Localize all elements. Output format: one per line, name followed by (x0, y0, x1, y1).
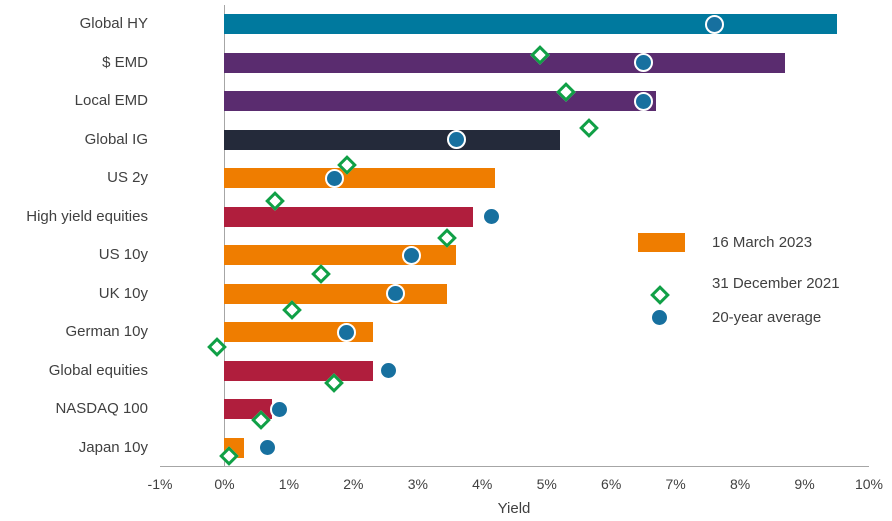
circle-marker-japan-10y (258, 438, 278, 458)
x-tick-10: 10% (854, 476, 884, 492)
circle-marker-local-emd (633, 91, 653, 111)
circle-marker-us-2y (324, 168, 344, 188)
category-label-us-10y: US 10y (98, 246, 148, 264)
bar-global-hy (224, 14, 837, 35)
legend-diamond-outline-icon (650, 285, 670, 305)
category-label-local-emd: Local EMD (74, 92, 148, 110)
category-label-japan-10y: Japan 10y (78, 438, 148, 456)
x-tick-8: 8% (729, 476, 751, 492)
category-label-global-equities: Global equities (48, 361, 148, 379)
circle-marker-global-ig (446, 130, 466, 150)
bar-us-10y (224, 245, 457, 266)
legend-label-march-2023: 16 March 2023 (712, 234, 813, 251)
x-axis-title: Yield (497, 500, 531, 517)
x-tick-0: 0% (214, 476, 235, 492)
circle-marker-us-10y (401, 245, 421, 265)
bar-german-10y (224, 322, 373, 343)
bar-emd (224, 52, 786, 73)
diamond-marker-us-10y (311, 264, 332, 284)
legend-bar-swatch (638, 233, 685, 252)
x-tick-9: 9% (794, 476, 815, 492)
circle-marker-high-yield-equities (482, 207, 502, 227)
x-tick-6: 6% (601, 476, 622, 492)
x-tick-4: 4% (472, 476, 493, 492)
bar-uk-10y (224, 283, 447, 304)
x-axis-line (160, 466, 869, 467)
category-label-emd: $ EMD (102, 53, 148, 71)
bar-high-yield-equities (224, 206, 473, 227)
bar-us-2y (224, 168, 496, 189)
category-label-high-yield-equities: High yield equities (26, 207, 148, 225)
circle-marker-global-hy (704, 14, 724, 34)
zero-baseline (224, 5, 225, 467)
plot-area (160, 5, 869, 467)
legend-label-20-year-average: 20-year average (712, 309, 822, 326)
category-label-uk-10y: UK 10y (98, 284, 148, 302)
category-label-global-ig: Global IG (84, 130, 148, 148)
legend: 16 March 2023 31 December 2021 20-year a… (638, 230, 892, 330)
category-label-german-10y: German 10y (65, 323, 148, 341)
bar-global-ig (224, 129, 560, 150)
category-label-nasdaq-100: NASDAQ 100 (55, 400, 148, 418)
diamond-marker-local-emd (578, 118, 599, 139)
x-tick-5: 5% (536, 476, 557, 492)
x-tick-7: 7% (665, 476, 686, 492)
circle-marker-emd (633, 53, 653, 73)
bar-global-equities (224, 360, 373, 381)
x-tick-1: 1% (278, 476, 300, 492)
circle-marker-uk-10y (385, 284, 405, 304)
circle-marker-global-equities (379, 361, 399, 381)
bar-local-emd (224, 91, 657, 112)
category-label-global-hy: Global HY (79, 15, 148, 33)
category-label-us-2y: US 2y (107, 169, 148, 187)
x-tick-2: 2% (343, 476, 364, 492)
legend-label-december-2021: 31 December 2021 (712, 275, 840, 292)
x-tick-3: 3% (407, 476, 428, 492)
circle-marker-german-10y (337, 322, 357, 342)
x-tick--1: -1% (147, 476, 173, 492)
circle-marker-nasdaq-100 (269, 399, 289, 419)
legend-circle-icon (650, 308, 669, 327)
